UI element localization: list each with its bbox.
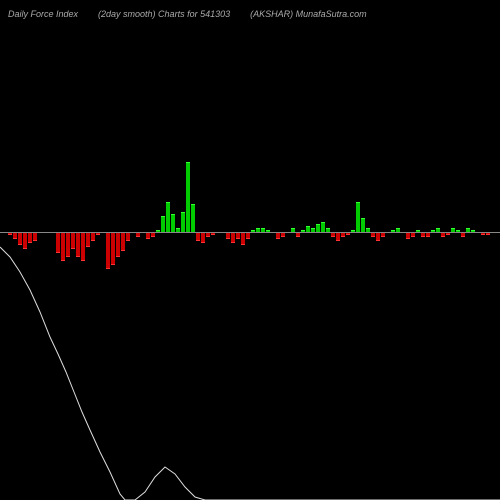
title-right: (AKSHAR) MunafaSutra.com (250, 9, 367, 19)
price-line (0, 22, 500, 500)
chart-header: Daily Force Index (2day smooth) Charts f… (8, 6, 492, 22)
title-left: Daily Force Index (8, 9, 78, 19)
title-mid: (2day smooth) Charts for 541303 (98, 9, 230, 19)
force-index-chart (0, 22, 500, 500)
